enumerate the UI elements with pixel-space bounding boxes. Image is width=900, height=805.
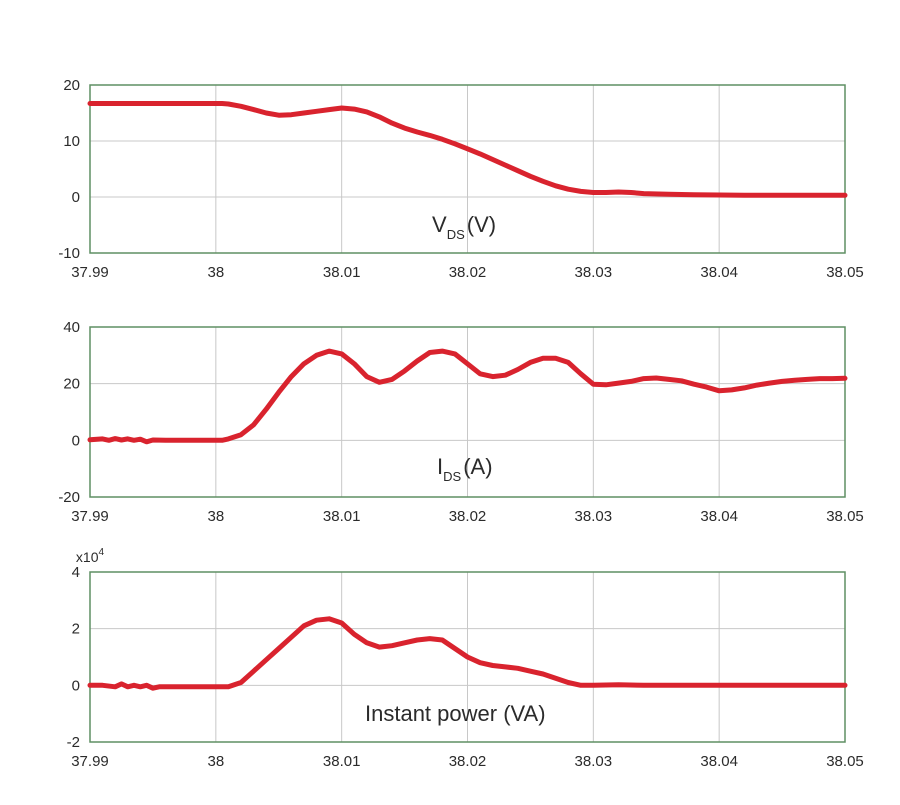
chart-panel-2: 40 20 0 -20 37.99 38 38.01 38.02 38.03 38.04 38.05… xyxy=(58,319,863,525)
chart-panel-3: 4 2 0 -2 37.99 38 38.01 38.02 38.03 38.04 38.05 Ins… xyxy=(67,547,864,770)
x-tick-label: 38.05 xyxy=(826,264,864,281)
y-tick-label: 10 xyxy=(63,133,80,150)
y-tick-label: 20 xyxy=(63,77,80,94)
x-tick-label: 38.01 xyxy=(323,753,361,770)
x-tick-label: 38.01 xyxy=(323,508,361,525)
x-tick-label: 38.05 xyxy=(826,508,864,525)
y-tick-label: 40 xyxy=(63,319,80,336)
x-tick-label: 38.05 xyxy=(826,753,864,770)
x-tick-label: 37.99 xyxy=(71,264,109,281)
x-tick-label: 37.99 xyxy=(71,508,109,525)
x-tick-label: 38.01 xyxy=(323,264,361,281)
x-tick-label: 38 xyxy=(207,264,224,281)
annotation-main: I xyxy=(437,454,443,479)
x-tick-label: 38 xyxy=(207,508,224,525)
x-tick-label: 38.03 xyxy=(575,508,613,525)
series-line-ids xyxy=(87,348,848,445)
series-annotation: IDS(A) xyxy=(437,454,493,484)
series-annotation: VDS(V) xyxy=(432,212,496,242)
annotation-unit: (A) xyxy=(463,454,492,479)
x-tick-label: 37.99 xyxy=(71,753,109,770)
series-annotation: Instant power (VA) xyxy=(365,701,546,726)
plot-frame xyxy=(89,326,846,498)
annotation-subscript: DS xyxy=(447,227,465,242)
y-tick-label: 4 xyxy=(72,564,80,581)
annotation-main: V xyxy=(432,212,447,237)
x-tick-label: 38.02 xyxy=(449,264,487,281)
y-tick-label: -10 xyxy=(58,245,80,262)
y-tick-label: -2 xyxy=(67,734,80,751)
plot-frame xyxy=(89,571,846,743)
x-tick-label: 38.04 xyxy=(700,508,738,525)
annotation-subscript: DS xyxy=(443,469,461,484)
x-tick-label: 38.02 xyxy=(449,508,487,525)
x-tick-label: 38 xyxy=(207,753,224,770)
y-tick-label: 0 xyxy=(72,189,80,206)
plot-frame xyxy=(89,84,846,254)
x-tick-label: 38.04 xyxy=(700,753,738,770)
series-line-instant-power xyxy=(87,616,848,691)
chart-panel-1: 20 10 0 -10 37.99 38 38.01 38.02 38.03 38.04 38.05… xyxy=(58,77,863,281)
scale-base: x10 xyxy=(76,549,99,565)
x-tick-label: 38.03 xyxy=(575,264,613,281)
x-tick-label: 38.02 xyxy=(449,753,487,770)
x-tick-label: 38.03 xyxy=(575,753,613,770)
scale-exponent: 4 xyxy=(99,547,105,558)
y-scale-multiplier: x104 xyxy=(76,547,105,565)
y-tick-label: 0 xyxy=(72,432,80,449)
x-tick-label: 38.04 xyxy=(700,264,738,281)
y-tick-label: 20 xyxy=(63,376,80,393)
y-tick-label: -20 xyxy=(58,489,80,506)
series-line-vds xyxy=(87,101,848,198)
annotation-main: Instant power (VA) xyxy=(365,701,546,726)
annotation-unit: (V) xyxy=(467,212,496,237)
y-tick-label: 2 xyxy=(72,621,80,638)
y-tick-label: 0 xyxy=(72,677,80,694)
